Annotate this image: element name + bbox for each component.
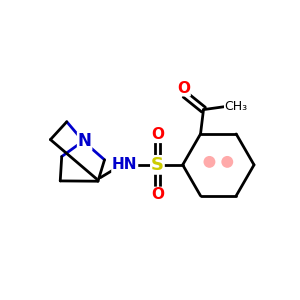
Text: CH₃: CH₃: [225, 100, 248, 113]
Text: O: O: [177, 81, 190, 96]
Text: O: O: [151, 127, 164, 142]
Circle shape: [221, 156, 233, 168]
Text: HN: HN: [112, 158, 137, 172]
Circle shape: [203, 156, 215, 168]
Text: S: S: [151, 156, 164, 174]
Text: O: O: [151, 188, 164, 202]
Text: N: N: [78, 132, 92, 150]
